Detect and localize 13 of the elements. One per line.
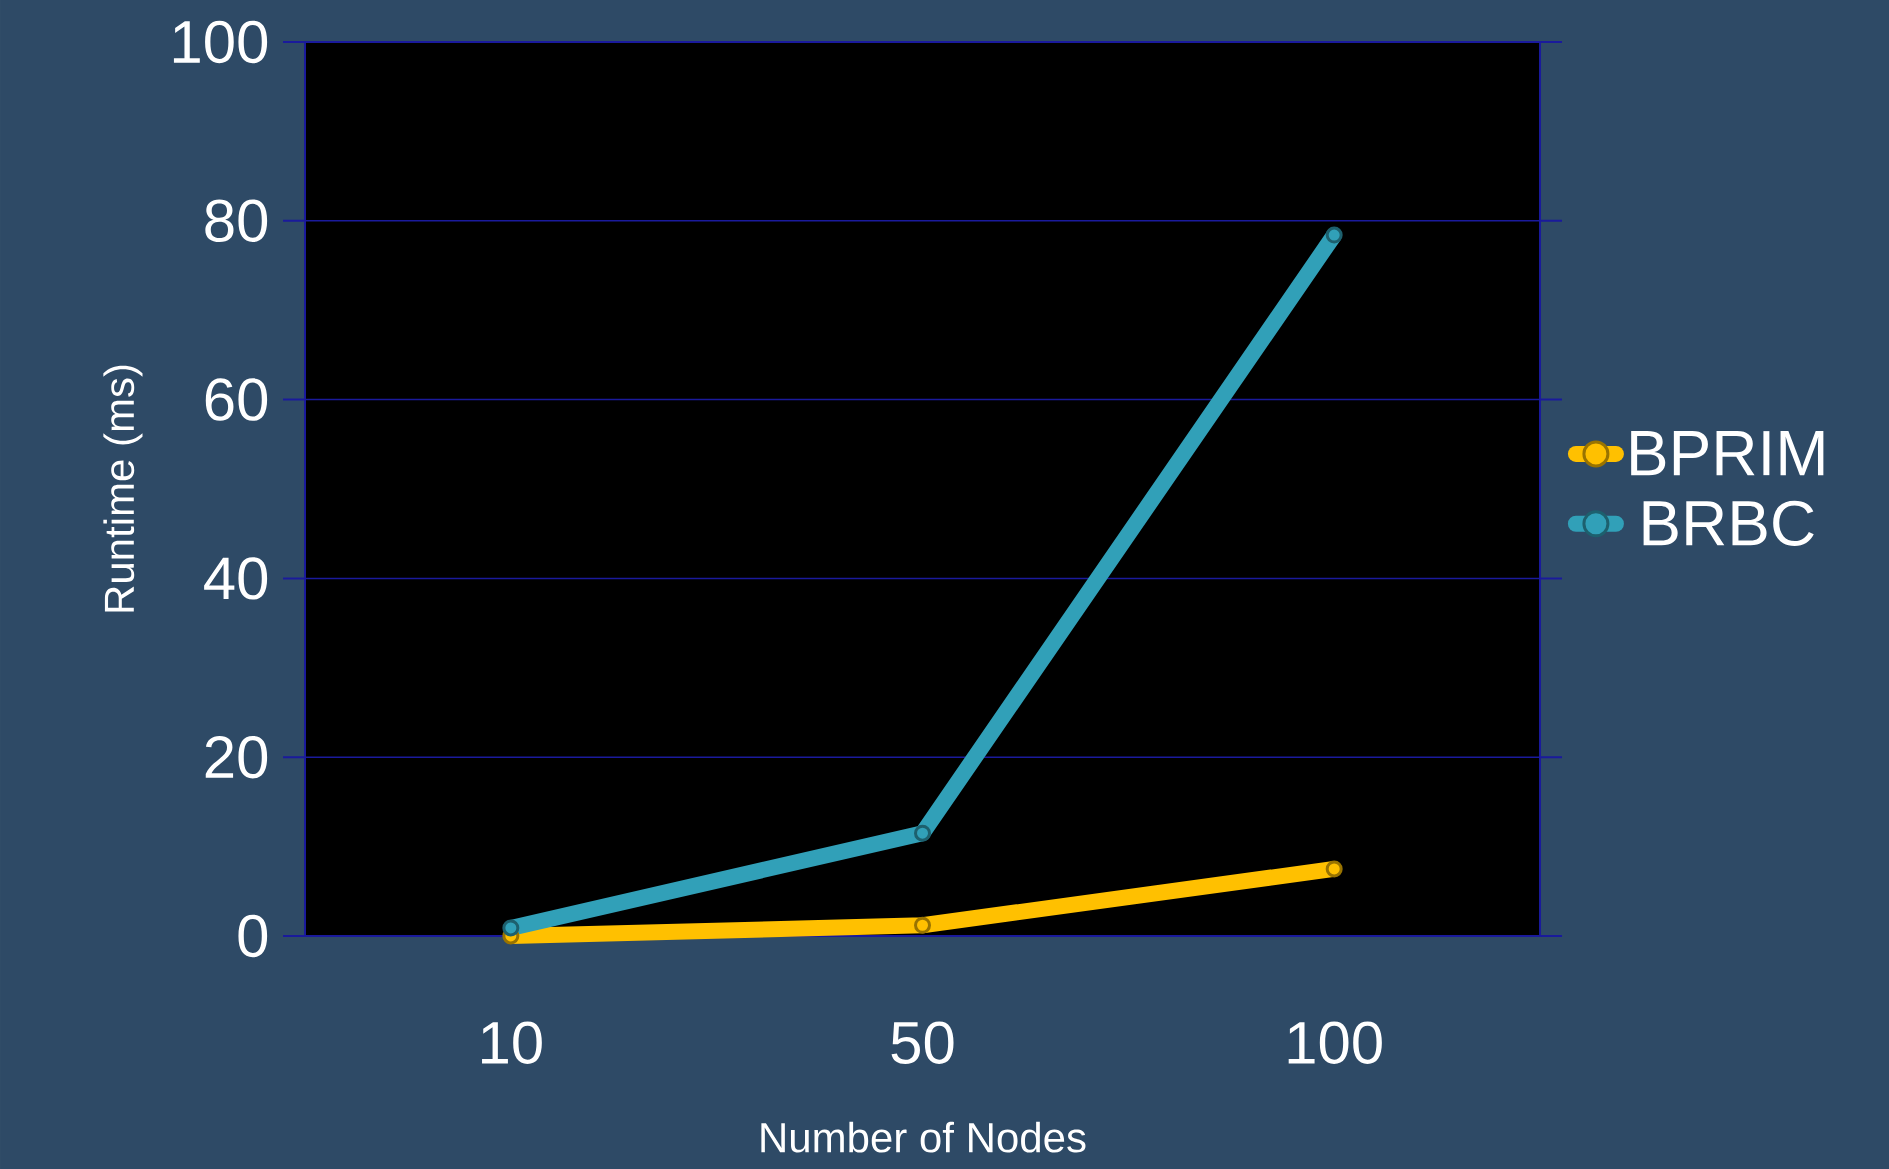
y-tick-label: 80	[205, 199, 268, 243]
y-tick-label: 20	[205, 735, 268, 779]
x-tick-label: 10	[482, 1021, 542, 1064]
y-tick-label: 0	[238, 914, 268, 958]
y-tick-label: 100	[173, 20, 268, 64]
y-tick-label: 60	[205, 378, 268, 421]
x-axis-title: Number of Nodes	[761, 1121, 1086, 1153]
x-tick-label: 50	[891, 1021, 954, 1064]
y-axis-title: Runtime (ms)	[103, 365, 143, 612]
legend-label: BPRIM	[1631, 431, 1824, 476]
y-tick-label: 40	[204, 557, 268, 600]
legend-label: BRBC	[1643, 500, 1814, 546]
x-tick-label: 100	[1288, 1021, 1382, 1064]
